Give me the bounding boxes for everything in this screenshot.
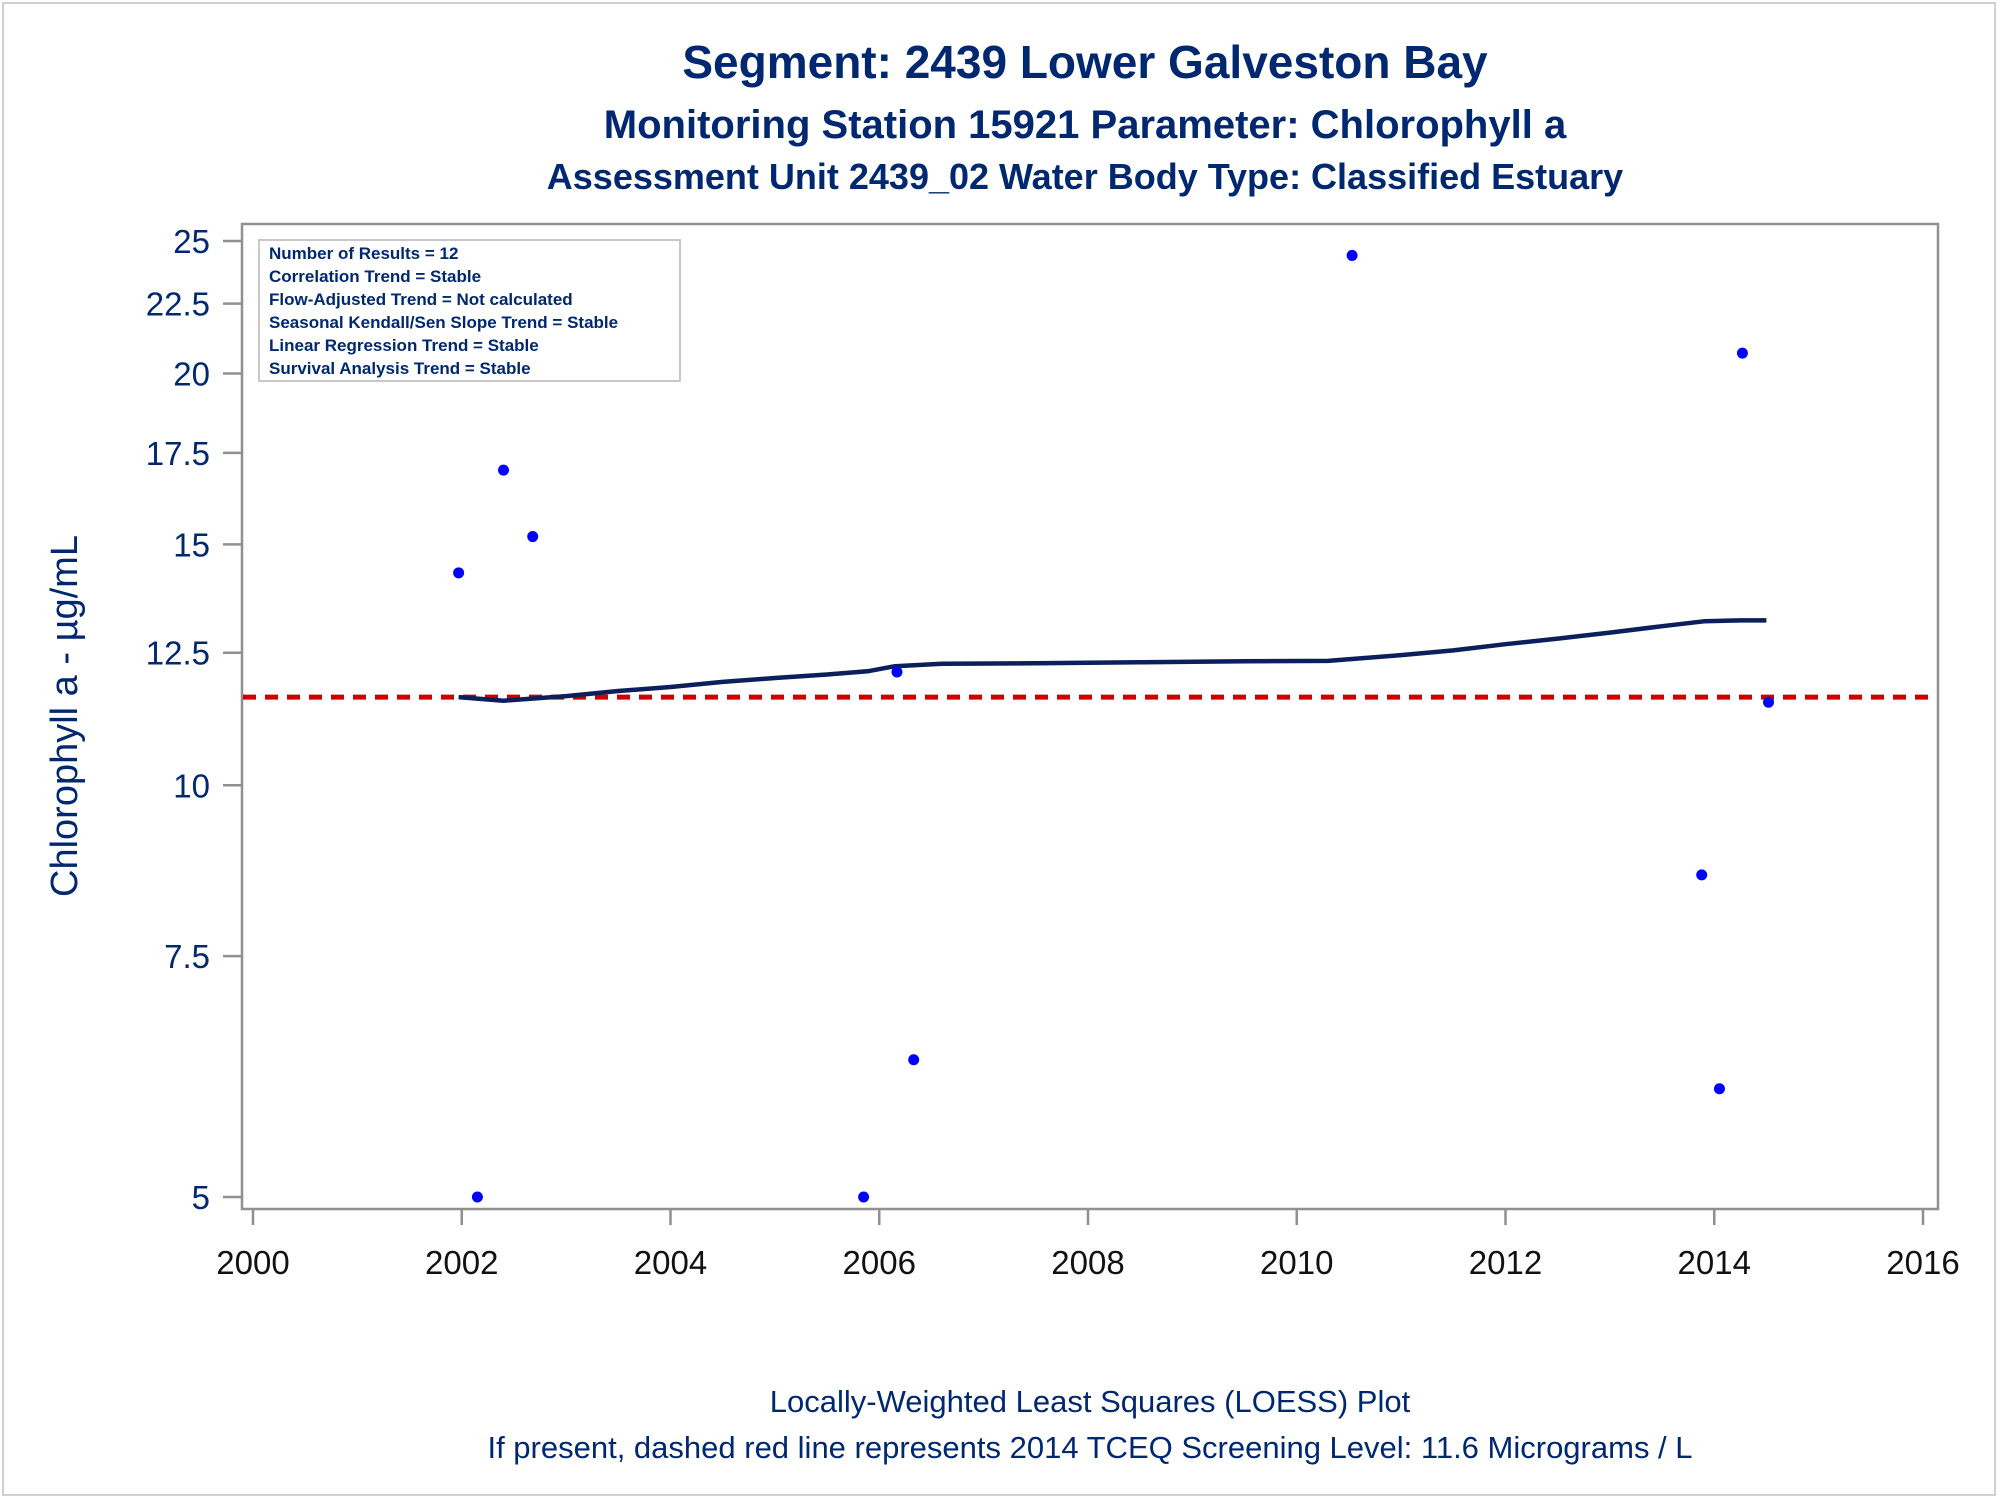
chart-marks	[243, 249, 1937, 1203]
info-line: Linear Regression Trend = Stable	[269, 336, 539, 355]
y-tick-label: 20	[173, 356, 210, 393]
loess-line	[458, 618, 1767, 703]
data-point	[908, 1054, 920, 1066]
chart-title: Segment: 2439 Lower Galveston Bay	[682, 36, 1488, 88]
y-tick-label: 7.5	[164, 938, 210, 975]
x-tick-label: 2016	[1886, 1244, 1959, 1281]
info-box-frame	[258, 239, 681, 382]
data-point	[891, 666, 903, 678]
info-line: Flow-Adjusted Trend = Not calculated	[269, 290, 573, 309]
y-tick-label: 17.5	[146, 435, 210, 472]
info-line: Correlation Trend = Stable	[269, 267, 481, 286]
y-tick-label: 22.5	[146, 286, 210, 323]
y-axis-label: Chlorophyll a - µg/mL	[44, 535, 86, 897]
y-tick-label: 15	[173, 526, 210, 563]
x-tick-label: 2004	[634, 1244, 707, 1281]
footnote-screening-level: If present, dashed red line represents 2…	[487, 1430, 1692, 1465]
plot-area	[240, 222, 1940, 1211]
info-box: Number of Results = 12 Correlation Trend …	[258, 239, 681, 382]
footnotes: Locally-Weighted Least Squares (LOESS) P…	[487, 1384, 1692, 1465]
data-point	[498, 464, 509, 476]
x-tick-label: 2000	[216, 1244, 289, 1281]
data-point	[453, 567, 465, 579]
chart-titles: Segment: 2439 Lower Galveston Bay Monito…	[547, 36, 1623, 197]
info-line: Seasonal Kendall/Sen Slope Trend = Stabl…	[269, 313, 618, 332]
info-line: Survival Analysis Trend = Stable	[269, 359, 531, 378]
y-tick-label: 12.5	[146, 635, 210, 672]
x-tick-label: 2010	[1260, 1244, 1333, 1281]
data-point	[1696, 869, 1708, 881]
y-tick-label: 10	[173, 767, 210, 804]
y-axis: 5 7.5 10 12.5 15 17.5 20 22.5 25	[146, 223, 242, 1216]
x-tick-label: 2002	[425, 1244, 498, 1281]
data-point	[527, 531, 539, 543]
info-line: Number of Results = 12	[269, 244, 458, 263]
chart-subtitle-station: Monitoring Station 15921 Parameter: Chlo…	[604, 103, 1567, 147]
data-point	[1763, 696, 1775, 708]
x-tick-label: 2006	[843, 1244, 916, 1281]
data-point	[1346, 249, 1358, 261]
data-point	[1713, 1083, 1725, 1095]
x-tick-label: 2012	[1469, 1244, 1542, 1281]
data-point	[858, 1191, 870, 1203]
footnote-loess: Locally-Weighted Least Squares (LOESS) P…	[770, 1384, 1411, 1419]
x-tick-label: 2014	[1678, 1244, 1751, 1281]
chart-subtitle-assessment: Assessment Unit 2439_02 Water Body Type:…	[547, 156, 1623, 197]
x-tick-label: 2008	[1051, 1244, 1124, 1281]
y-tick-label: 25	[173, 223, 210, 260]
y-tick-label: 5	[192, 1179, 210, 1216]
data-point	[471, 1191, 483, 1203]
data-point	[1736, 347, 1748, 359]
x-axis: 2000 2002 2004 2006 2008 2010 2012 2014 2016	[216, 1209, 1960, 1281]
